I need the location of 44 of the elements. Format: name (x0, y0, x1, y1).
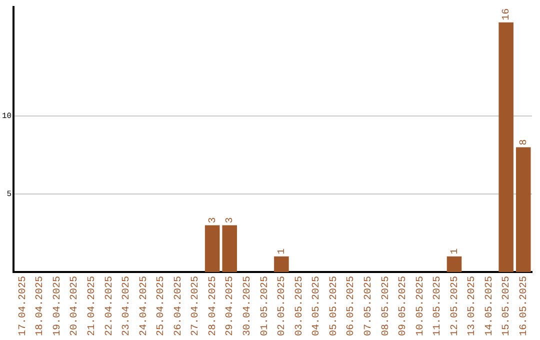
data-label: 3 (225, 217, 236, 224)
data-label: 16 (502, 8, 513, 20)
x-tick-label: 03.05.2025 (294, 276, 306, 336)
x-tick-label: 28.04.2025 (208, 276, 219, 336)
bar (498, 22, 514, 272)
data-label: 1 (277, 248, 288, 254)
x-tick-label: 20.04.2025 (70, 276, 81, 336)
x-tick-label: 19.04.2025 (52, 276, 64, 336)
x-tick-label: 16.05.2025 (519, 276, 530, 336)
x-tick-label: 11.05.2025 (432, 276, 444, 336)
x-tick-label: 10.05.2025 (415, 276, 426, 336)
x-tick-label: 22.04.2025 (104, 276, 116, 336)
x-tick-label: 21.04.2025 (87, 276, 98, 336)
x-tick-label: 14.05.2025 (484, 276, 496, 336)
x-tick-label: 07.05.2025 (363, 276, 374, 336)
bar (204, 225, 220, 272)
x-tick-label: 24.04.2025 (138, 276, 150, 336)
data-label: 8 (519, 139, 530, 146)
x-tick-label: 04.05.2025 (312, 276, 323, 336)
x-tick-label: 09.05.2025 (398, 276, 410, 336)
x-tick-label: 27.04.2025 (190, 276, 202, 336)
x-tick-label: 30.04.2025 (242, 276, 254, 336)
x-tick-label: 23.04.2025 (122, 276, 133, 336)
bar (222, 225, 237, 272)
y-tick-label: 5 (6, 190, 12, 200)
bar (446, 256, 462, 272)
x-tick-label: 05.05.2025 (328, 276, 340, 336)
bar (274, 256, 289, 272)
x-tick-label: 25.04.2025 (156, 276, 168, 336)
bar (516, 147, 531, 272)
x-tick-label: 26.04.2025 (173, 276, 184, 336)
data-label: 1 (450, 248, 461, 254)
x-tick-label: 29.04.2025 (225, 276, 236, 336)
x-tick-label: 01.05.2025 (260, 276, 271, 336)
x-tick-label: 13.05.2025 (467, 276, 478, 336)
x-tick-label: 17.04.2025 (18, 276, 29, 336)
x-tick-label: 02.05.2025 (277, 276, 288, 336)
y-tick-label: 10 (2, 112, 12, 122)
x-tick-label: 18.04.2025 (35, 276, 46, 336)
x-tick-label: 06.05.2025 (346, 276, 358, 336)
data-label: 3 (208, 217, 219, 224)
x-tick-label: 08.05.2025 (380, 276, 392, 336)
x-tick-label: 15.05.2025 (502, 276, 513, 336)
x-tick-label: 12.05.2025 (450, 276, 461, 336)
